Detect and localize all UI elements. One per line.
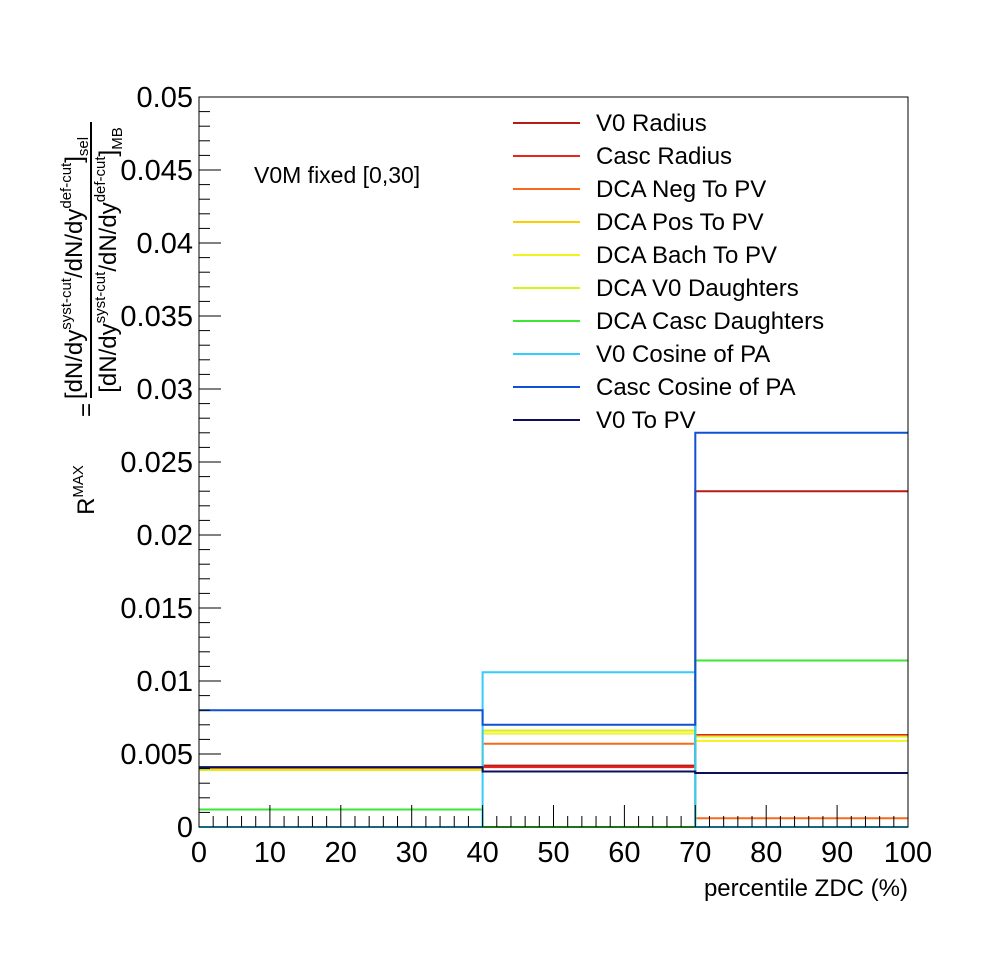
legend-label: DCA Neg To PV bbox=[596, 176, 766, 203]
x-tick-label: 0 bbox=[191, 837, 207, 869]
x-tick-label: 80 bbox=[750, 837, 782, 869]
tick-labels: 0 10 20 30 40 50 60 70 80 90 100 0 0.005 0.01 0.015 0.0… bbox=[120, 82, 932, 869]
legend-label: Casc Cosine of PA bbox=[596, 374, 796, 401]
ylabel-denominator: [dN/dysyst-cut/dN/dydef-cut]MB bbox=[92, 127, 126, 392]
series-2 bbox=[199, 742, 908, 820]
legend-entry-6: DCA Casc Daughters bbox=[513, 308, 824, 335]
x-axis-label: percentile ZDC (%) bbox=[704, 875, 908, 902]
series-line-9 bbox=[199, 766, 908, 774]
y-tick-label: 0 bbox=[177, 812, 193, 844]
legend-entry-9: V0 To PV bbox=[513, 407, 696, 434]
legend-label: V0 Radius bbox=[596, 110, 707, 137]
legend-entry-0: V0 Radius bbox=[513, 110, 707, 137]
series-9 bbox=[199, 766, 908, 774]
series-line-7 bbox=[199, 671, 908, 828]
legend-entry-1: Casc Radius bbox=[513, 143, 732, 170]
legend: V0 Radius Casc Radius DCA Neg To PV DCA Pos… bbox=[513, 110, 824, 434]
y-tick-label: 0.025 bbox=[120, 447, 193, 479]
y-axis-label: RMAX = [dN/dysyst-cut/dN/dydef-cut]sel [… bbox=[58, 122, 126, 515]
y-tick-label: 0.01 bbox=[137, 666, 193, 698]
legend-entry-5: DCA V0 Daughters bbox=[513, 275, 799, 302]
series-0 bbox=[199, 490, 908, 770]
ylabel-lhs: RMAX bbox=[70, 465, 100, 515]
x-tick-label: 30 bbox=[396, 837, 428, 869]
x-tick-label: 50 bbox=[537, 837, 569, 869]
legend-label: DCA Pos To PV bbox=[596, 209, 764, 236]
legend-entry-2: DCA Neg To PV bbox=[513, 176, 766, 203]
ylabel-numerator: [dN/dysyst-cut/dN/dydef-cut]sel bbox=[58, 137, 92, 399]
legend-entry-7: V0 Cosine of PA bbox=[513, 341, 770, 368]
series-line-0 bbox=[199, 490, 908, 770]
x-tick-label: 60 bbox=[608, 837, 640, 869]
legend-entry-3: DCA Pos To PV bbox=[513, 209, 764, 236]
ylabel-eq: = bbox=[73, 403, 100, 417]
legend-label: DCA Casc Daughters bbox=[596, 308, 824, 335]
legend-label: V0 Cosine of PA bbox=[596, 341, 770, 368]
series-line-4 bbox=[199, 732, 908, 772]
annotation-label: V0M fixed [0,30] bbox=[254, 162, 420, 188]
y-tick-label: 0.035 bbox=[120, 301, 193, 333]
series-5 bbox=[199, 729, 908, 772]
series-line-5 bbox=[199, 729, 908, 772]
x-tick-label: 70 bbox=[679, 837, 711, 869]
x-tick-label: 100 bbox=[884, 837, 932, 869]
x-tick-label: 90 bbox=[821, 837, 853, 869]
plot-frame bbox=[198, 96, 909, 828]
series-line-2 bbox=[199, 742, 908, 820]
x-tick-label: 40 bbox=[466, 837, 498, 869]
y-tick-label: 0.03 bbox=[137, 374, 193, 406]
legend-label: Casc Radius bbox=[596, 143, 732, 170]
series-layer bbox=[199, 431, 908, 828]
series-4 bbox=[199, 732, 908, 772]
y-tick-label: 0.05 bbox=[137, 82, 193, 114]
x-tick-label: 20 bbox=[325, 837, 357, 869]
x-tick-label: 10 bbox=[254, 837, 286, 869]
series-8 bbox=[199, 431, 908, 726]
y-tick-label: 0.04 bbox=[137, 228, 193, 260]
series-line-8 bbox=[199, 431, 908, 726]
legend-label: DCA Bach To PV bbox=[596, 242, 777, 269]
legend-entry-4: DCA Bach To PV bbox=[513, 242, 777, 269]
y-tick-label: 0.015 bbox=[120, 593, 193, 625]
legend-label: DCA V0 Daughters bbox=[596, 275, 799, 302]
y-tick-label: 0.02 bbox=[137, 520, 193, 552]
legend-entry-8: Casc Cosine of PA bbox=[513, 374, 796, 401]
y-tick-label: 0.005 bbox=[120, 739, 193, 771]
legend-label: V0 To PV bbox=[596, 407, 696, 434]
y-tick-label: 0.045 bbox=[120, 155, 193, 187]
ticks-layer bbox=[198, 96, 909, 828]
series-7 bbox=[199, 671, 908, 828]
